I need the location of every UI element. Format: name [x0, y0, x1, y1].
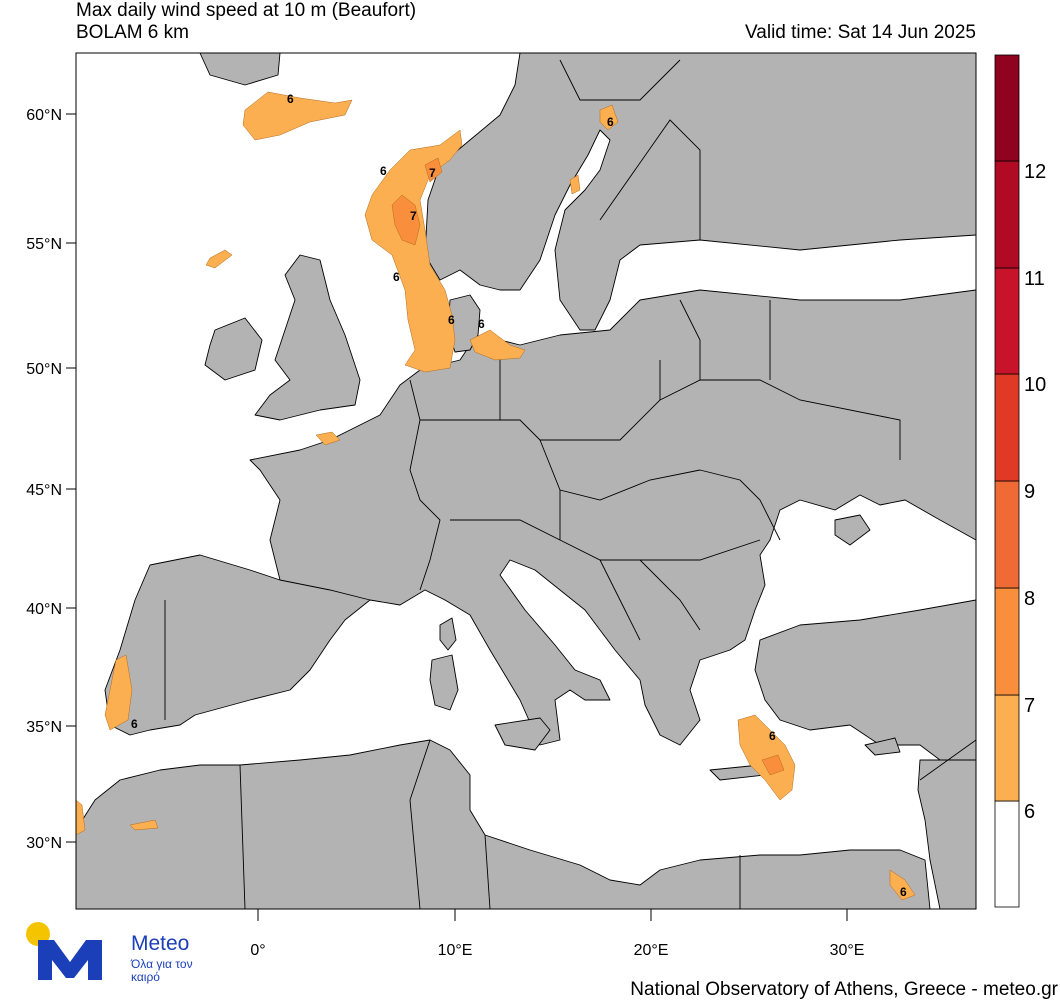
colorbar-label: 11: [1024, 268, 1045, 290]
lat-ticks: [66, 113, 76, 843]
wind-areas: [75, 91, 916, 901]
contour-label: 6: [900, 885, 907, 899]
lon-label: 20°E: [634, 942, 669, 959]
wind-areas-7: [391, 157, 785, 776]
contour-label: 7: [429, 166, 436, 180]
map-title: Max daily wind speed at 10 m (Beaufort): [76, 0, 417, 21]
colorbar-swatch: [994, 267, 1020, 375]
contour-label: 6: [287, 92, 294, 106]
m-letter-icon: [38, 940, 102, 980]
colorbar-label: 10: [1024, 374, 1046, 396]
colorbar: [994, 54, 1020, 908]
colorbar-swatch: [994, 54, 1020, 162]
lon-label: 30°E: [830, 942, 865, 959]
contour-label: 6: [393, 270, 400, 284]
lat-label: 60°N: [26, 107, 62, 124]
land-masses: [75, 52, 977, 910]
country-borders: [164, 59, 977, 910]
logo-mark-icon: [26, 922, 102, 980]
lon-label: 0°: [250, 942, 265, 959]
lon-ticks: [257, 909, 848, 921]
contour-label: 6: [131, 717, 138, 731]
colorbar-labels: 6 7 8 9 10 11 12: [1024, 161, 1046, 823]
lat-label: 55°N: [26, 236, 62, 253]
colorbar-label: 6: [1024, 801, 1035, 823]
colorbar-swatch: [994, 160, 1020, 269]
logo-name: Meteo: [131, 932, 190, 955]
valid-time: Valid time: Sat 14 Jun 2025: [745, 22, 976, 43]
contour-labels: 6 6 7 7 6 6 6 6 6 6 6: [131, 92, 907, 899]
map-frame: [75, 52, 977, 910]
colorbar-label: 9: [1024, 481, 1035, 503]
colorbar-swatch: [994, 587, 1020, 696]
contour-label: 6: [769, 729, 776, 743]
contour-label: 6: [607, 115, 614, 129]
lat-label: 45°N: [26, 482, 62, 499]
lat-labels: 60°N 55°N 50°N 45°N 40°N 35°N 30°N: [26, 107, 62, 852]
contour-label: 7: [410, 209, 417, 223]
lat-label: 40°N: [26, 601, 62, 618]
colorbar-swatch: [994, 800, 1020, 908]
meteo-logo[interactable]: Meteo Όλα για τον καιρό: [24, 922, 204, 984]
colorbar-label: 7: [1024, 695, 1035, 717]
footer-credit: National Observatory of Athens, Greece -…: [630, 979, 1058, 1000]
colorbar-label: 8: [1024, 588, 1035, 610]
colorbar-swatch: [994, 480, 1020, 589]
lon-label: 10°E: [438, 942, 473, 959]
contour-label: 6: [448, 313, 455, 327]
contour-label: 6: [380, 164, 387, 178]
lat-label: 30°N: [26, 835, 62, 852]
lon-labels: 0° 10°E 20°E 30°E: [250, 942, 864, 959]
logo-tagline: Όλα για τον καιρό: [131, 957, 193, 984]
lat-label: 35°N: [26, 719, 62, 736]
colorbar-label: 12: [1024, 161, 1046, 183]
model-name: BOLAM 6 km: [76, 22, 189, 43]
colorbar-swatch: [994, 694, 1020, 802]
contour-label: 6: [478, 317, 485, 331]
colorbar-swatch: [994, 373, 1020, 482]
lat-label: 50°N: [26, 361, 62, 378]
